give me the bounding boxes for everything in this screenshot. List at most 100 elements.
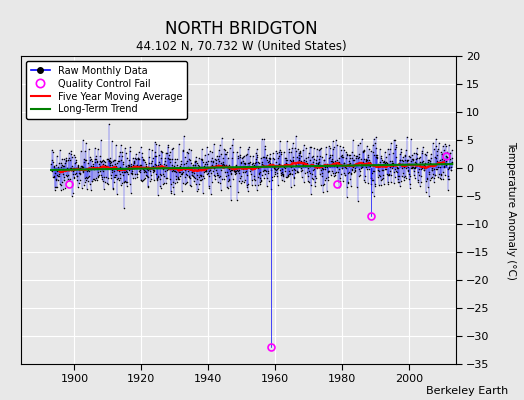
Point xyxy=(329,138,337,144)
Point xyxy=(340,160,348,166)
Point xyxy=(117,153,126,159)
Point xyxy=(104,158,113,164)
Point xyxy=(337,147,345,153)
Point xyxy=(270,165,278,172)
Point xyxy=(377,176,386,183)
Point xyxy=(360,177,368,184)
Point xyxy=(419,158,427,165)
Point xyxy=(384,179,392,186)
Point xyxy=(397,149,405,155)
Point xyxy=(123,179,132,186)
Point xyxy=(232,162,241,168)
Point xyxy=(122,179,130,185)
Point xyxy=(210,165,218,172)
Point xyxy=(212,157,220,163)
Point xyxy=(369,168,378,174)
Point xyxy=(70,165,78,172)
Point xyxy=(121,178,129,185)
Point xyxy=(350,157,358,163)
Point xyxy=(357,164,366,170)
Point xyxy=(211,173,220,179)
Point xyxy=(443,149,452,155)
Point xyxy=(439,176,447,182)
Point xyxy=(167,188,175,194)
Point xyxy=(58,163,67,170)
Point xyxy=(418,158,426,165)
Point xyxy=(354,166,363,172)
Point xyxy=(401,157,410,164)
Point xyxy=(433,152,441,158)
Point xyxy=(393,169,401,176)
Point xyxy=(332,142,341,148)
Point xyxy=(58,161,66,168)
Point xyxy=(49,159,57,166)
Point xyxy=(290,174,298,180)
Point xyxy=(407,165,416,171)
Point xyxy=(318,172,326,179)
Point xyxy=(167,181,175,187)
Point xyxy=(167,168,176,174)
Point xyxy=(385,172,393,178)
Point xyxy=(54,159,63,166)
Point xyxy=(313,164,321,171)
Point xyxy=(445,164,453,171)
Point xyxy=(266,160,275,167)
Point xyxy=(430,179,438,185)
Point xyxy=(253,154,261,161)
Point xyxy=(421,160,429,166)
Point xyxy=(334,168,342,175)
Point xyxy=(216,151,225,157)
Point xyxy=(411,175,419,182)
Point xyxy=(87,163,95,170)
Point xyxy=(362,164,370,170)
Point xyxy=(328,158,336,164)
Point xyxy=(106,161,115,168)
Point xyxy=(86,166,94,172)
Point xyxy=(446,150,454,156)
Point xyxy=(114,166,123,172)
Point xyxy=(200,166,209,173)
Point xyxy=(309,176,318,182)
Point xyxy=(381,166,390,172)
Point xyxy=(182,171,190,178)
Point xyxy=(333,163,341,169)
Point xyxy=(367,176,376,183)
Point xyxy=(87,165,95,172)
Point xyxy=(259,168,267,174)
Point xyxy=(103,156,112,162)
Point xyxy=(388,158,396,164)
Point xyxy=(114,158,122,164)
Point xyxy=(198,156,206,162)
Point xyxy=(414,168,422,175)
Point xyxy=(425,156,433,163)
Point xyxy=(79,169,88,175)
Point xyxy=(145,153,154,160)
Point xyxy=(361,179,369,185)
Point xyxy=(392,142,401,148)
Point xyxy=(68,154,76,161)
Point xyxy=(194,166,202,172)
Point xyxy=(311,173,319,179)
Point xyxy=(428,167,436,174)
Point xyxy=(306,163,314,169)
Point xyxy=(117,157,125,163)
Point xyxy=(424,171,433,178)
Point xyxy=(380,159,388,166)
Point xyxy=(92,174,100,181)
Point xyxy=(259,161,267,168)
Point xyxy=(263,183,271,190)
Point xyxy=(253,146,261,152)
Point xyxy=(97,176,106,182)
Point xyxy=(258,154,267,160)
Point xyxy=(98,166,106,172)
Point xyxy=(294,160,302,166)
Point xyxy=(268,174,277,180)
Point xyxy=(146,172,155,178)
Point xyxy=(161,164,169,170)
Point xyxy=(210,172,219,179)
Point xyxy=(144,184,152,190)
Point xyxy=(313,162,322,168)
Point xyxy=(191,161,200,168)
Point xyxy=(432,154,440,161)
Point xyxy=(168,156,176,162)
